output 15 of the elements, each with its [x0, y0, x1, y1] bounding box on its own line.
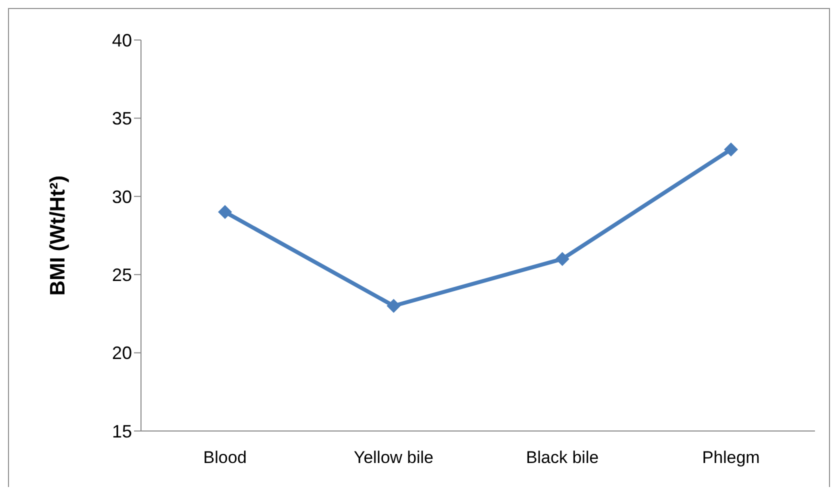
y-tick-label: 35: [112, 108, 132, 129]
point: [555, 252, 570, 266]
x-tick-label: Black bile: [526, 448, 599, 468]
point: [724, 142, 738, 156]
x-tick-label: Blood: [203, 448, 247, 468]
y-tick-label: 20: [112, 343, 132, 364]
y-tick-label: 25: [112, 264, 132, 285]
y-tick-label: 40: [112, 30, 132, 50]
point: [386, 298, 401, 313]
y-tick-label: 15: [112, 421, 132, 442]
point: [218, 205, 232, 220]
x-tick-label: Yellow bile: [354, 448, 434, 468]
y-axis-title: BMI (Wt/Ht²): [46, 175, 70, 296]
x-tick-label: Phlegm: [702, 448, 760, 468]
y-tick-label: 30: [112, 186, 132, 207]
